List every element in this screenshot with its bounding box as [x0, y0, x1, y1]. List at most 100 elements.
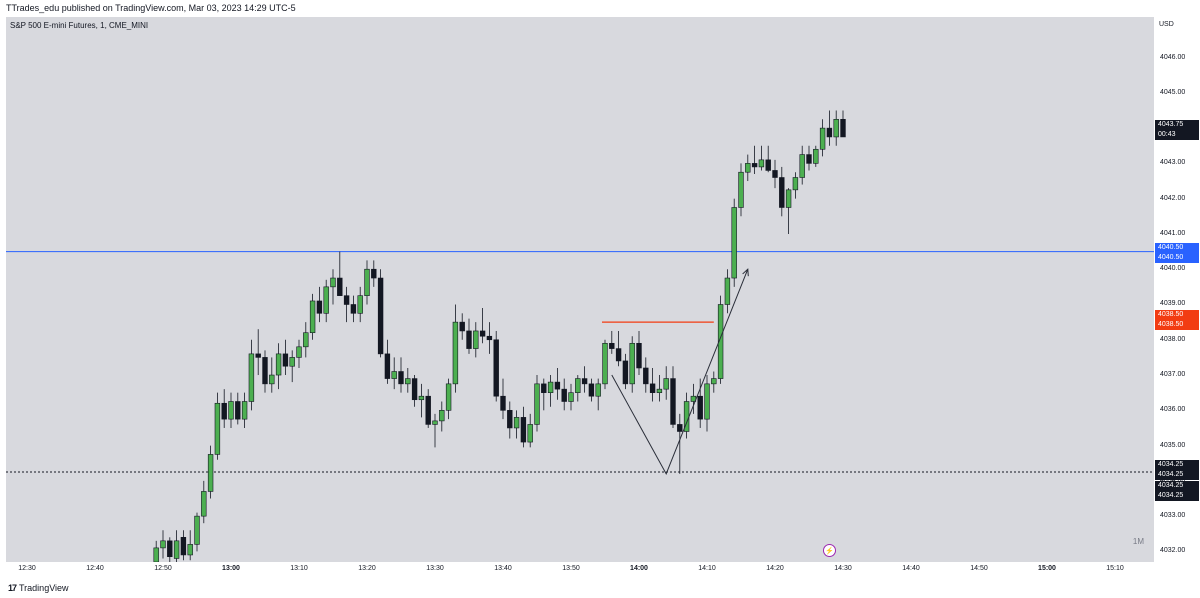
candle-body-87: [745, 163, 751, 173]
candle-body-2: [167, 540, 173, 558]
candle-body-89: [758, 159, 765, 168]
time-tick-label: 13:40: [494, 565, 512, 572]
time-tick-label: 14:10: [698, 565, 716, 572]
price-tag: 4038.50: [1155, 310, 1199, 320]
candle-body-5: [187, 544, 193, 556]
candle-body-47: [473, 330, 479, 349]
candle-body-80: [697, 395, 703, 420]
candle-body-94: [792, 177, 799, 191]
chart-plot-area[interactable]: S&P 500 E-mini Futures, 1, CME_MINI 1M ⚡: [6, 17, 1154, 562]
candle-body-74: [656, 388, 663, 393]
candle-body-58: [547, 381, 554, 393]
candle-body-56: [534, 383, 540, 425]
price-tick-label: 4039.00: [1160, 300, 1186, 308]
time-axis[interactable]: 12:30 12:40 12:50 13:00 13:10 13:20 13:30 13:40…: [6, 562, 1154, 577]
price-tag: 4040.50: [1155, 253, 1199, 263]
price-tick-label: 4035.00: [1160, 441, 1186, 449]
candle-body-46: [466, 330, 472, 349]
candle-body-25: [323, 286, 329, 314]
candle-body-42: [439, 410, 445, 422]
candle-body-15: [255, 353, 261, 358]
candle-body-52: [507, 410, 513, 429]
candle-body-12: [235, 401, 241, 420]
candle-body-93: [785, 189, 792, 208]
candle-body-69: [622, 360, 629, 385]
candle-body-39: [418, 395, 425, 401]
price-tick-label: 4033.00: [1160, 512, 1186, 520]
candle-body-36: [398, 371, 404, 385]
time-tick-label: 14:00: [630, 565, 648, 572]
candle-body-92: [779, 177, 785, 208]
candle-body-38: [411, 378, 418, 401]
arrow-head-icon: [742, 268, 749, 277]
candle-body-22: [303, 332, 309, 348]
price-tick-label: 4037.00: [1160, 371, 1186, 379]
candle-body-61: [568, 392, 574, 402]
candle-body-51: [500, 395, 506, 411]
time-tick-label: 12:50: [154, 565, 172, 572]
tradingview-logo[interactable]: 17 TradingView: [8, 583, 69, 593]
candle-body-6: [194, 515, 200, 545]
price-tick-label: 4036.00: [1160, 406, 1186, 414]
candle-body-28: [343, 295, 350, 305]
candle-body-23: [309, 300, 316, 334]
candle-body-32: [371, 268, 377, 279]
candle-body-59: [554, 381, 561, 390]
candle-body-24: [316, 300, 323, 314]
candle-body-70: [629, 342, 635, 385]
candle-body-49: [486, 335, 493, 341]
interval-label: 1M: [1132, 537, 1144, 546]
time-tick-label: 13:30: [426, 565, 444, 572]
candle-body-8: [207, 454, 214, 492]
price-tick-label: 4046.00: [1160, 53, 1186, 61]
candle-body-3: [173, 540, 180, 559]
candle-body-99: [826, 127, 833, 138]
price-tick-label: 4042.00: [1160, 194, 1186, 202]
time-tick-label: 14:50: [970, 565, 988, 572]
price-tag: 00:43: [1155, 130, 1199, 140]
candle-body-57: [541, 383, 547, 393]
candle-body-91: [772, 170, 778, 178]
candle-body-26: [330, 277, 336, 288]
candle-body-72: [643, 367, 649, 385]
replay-icon[interactable]: ⚡: [823, 544, 836, 557]
candle-body-45: [459, 321, 465, 332]
time-tick-label: 12:30: [18, 565, 36, 572]
candle-body-7: [201, 491, 207, 517]
price-tick-label: 4045.00: [1160, 88, 1186, 96]
time-tick-label: 13:20: [358, 565, 376, 572]
candle-body-29: [350, 304, 357, 314]
projection-path: [611, 269, 749, 475]
candle-body-88: [751, 163, 758, 168]
candle-body-98: [819, 127, 826, 150]
candle-body-13: [241, 401, 248, 420]
publisher-text: TTrades_edu published on TradingView.com…: [6, 3, 296, 13]
candle-body-55: [527, 424, 533, 443]
candle-body-9: [214, 402, 221, 455]
candle-body-4: [180, 537, 187, 556]
currency-label: USD: [1159, 21, 1174, 28]
price-tag: 4034.25: [1155, 460, 1199, 470]
candle-body-19: [282, 353, 289, 367]
candle-body-48: [479, 330, 486, 337]
candle-body-66: [602, 342, 608, 385]
price-axis[interactable]: USD 4032.00 4033.00 4034.00 4035.00 4036.00 4…: [1154, 17, 1200, 577]
candle-body-44: [452, 321, 459, 385]
candle-body-17: [269, 374, 275, 385]
time-tick-label: 13:50: [562, 565, 580, 572]
price-tag: 4034.25: [1155, 470, 1199, 480]
time-tick-label: 13:10: [290, 565, 308, 572]
candle-body-85: [731, 207, 737, 279]
candle-body-37: [405, 378, 411, 385]
candle-body-82: [711, 378, 717, 385]
candle-body-41: [432, 420, 438, 425]
candle-body-64: [588, 383, 595, 397]
time-tick-label: 14:20: [766, 565, 784, 572]
time-tick-label: 14:30: [834, 565, 852, 572]
tradingview-logo-text: TradingView: [19, 583, 69, 593]
price-tag: 4040.50: [1155, 243, 1199, 253]
candlestick-chart[interactable]: [6, 17, 1154, 562]
symbol-legend[interactable]: S&P 500 E-mini Futures, 1, CME_MINI: [10, 21, 149, 30]
time-tick-label: 14:40: [902, 565, 920, 572]
candle-body-65: [595, 383, 601, 397]
